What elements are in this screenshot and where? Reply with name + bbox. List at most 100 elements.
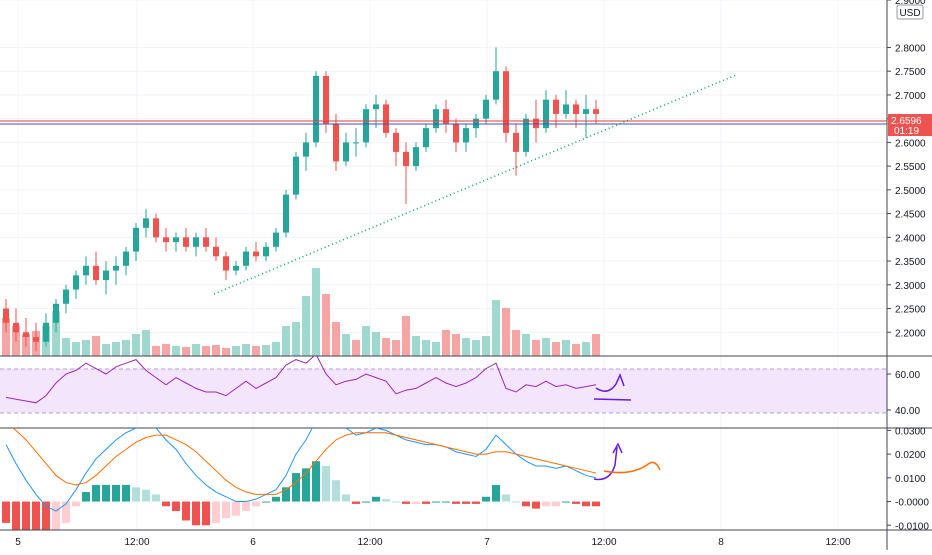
volume-bar xyxy=(282,326,290,356)
histogram-bar xyxy=(102,484,110,502)
volume-bar xyxy=(592,334,600,356)
time-axis[interactable]: 5 12:00 6 12:00 7 12:00 8 12:00 xyxy=(15,537,851,548)
volume-bar xyxy=(292,322,300,356)
candle-body xyxy=(433,109,439,129)
candle-body xyxy=(323,75,329,124)
candle-body xyxy=(393,132,399,152)
volume-bar xyxy=(372,332,380,356)
histogram-bar xyxy=(2,501,10,523)
candle-body xyxy=(593,109,599,114)
candle-body xyxy=(483,99,489,119)
currency-label: USD xyxy=(899,8,920,19)
volume-bar xyxy=(62,338,70,356)
rsi-line xyxy=(5,356,597,404)
axis-tick-label: 40.00 xyxy=(895,406,920,417)
histogram-bar xyxy=(582,501,590,507)
volume-bar xyxy=(122,340,130,356)
candle-body xyxy=(293,156,299,195)
candle-body xyxy=(443,109,449,124)
candle-body xyxy=(423,128,429,148)
candle-body xyxy=(143,218,149,228)
candle-body xyxy=(83,265,89,276)
volume-bar xyxy=(402,316,410,356)
histogram-bar xyxy=(432,501,440,503)
volume-bar xyxy=(172,346,180,356)
volume-bar xyxy=(252,346,260,356)
histogram-bar xyxy=(552,501,560,507)
histogram-bar xyxy=(342,494,350,502)
volume-bar xyxy=(472,340,480,356)
histogram-bar xyxy=(152,494,160,502)
currency-box[interactable]: USD xyxy=(896,4,924,20)
price-axis[interactable]: 2.90002.80002.75002.70002.65002.60002.55… xyxy=(887,0,926,339)
rsi-band xyxy=(0,369,887,413)
candle-body xyxy=(53,303,59,323)
signal-line xyxy=(11,428,597,495)
axis-tick-label: 2.3000 xyxy=(895,281,926,292)
candle-body xyxy=(533,118,539,129)
volume-bar xyxy=(382,338,390,356)
volume-bar xyxy=(272,342,280,356)
histogram-bar xyxy=(162,501,170,507)
histogram-bar xyxy=(462,501,470,504)
candle-body xyxy=(93,265,99,281)
last-price-label: 2.6596 xyxy=(891,116,922,127)
macd-axis[interactable]: 0.0300 0.0200 0.0100 -0.0000 -0.0100 xyxy=(887,426,929,532)
volume-bar xyxy=(312,268,320,356)
histogram-bar xyxy=(52,501,60,530)
candlestick-series xyxy=(3,47,599,352)
volume-bar xyxy=(302,296,310,356)
histogram-bar xyxy=(372,496,380,502)
axis-tick-label: 0.0200 xyxy=(895,450,926,461)
volume-bar xyxy=(92,336,100,356)
last-price-tag: 2.6596 01:19 xyxy=(888,114,932,137)
axis-tick-label: 2.3500 xyxy=(895,257,926,268)
volume-bar xyxy=(362,326,370,356)
volume-bar xyxy=(162,344,170,356)
histogram-bar xyxy=(22,501,30,530)
candle-body xyxy=(63,289,69,304)
time-tick-label: 12:00 xyxy=(124,537,149,548)
volume-bar xyxy=(132,334,140,356)
axis-tick-label: 2.2000 xyxy=(895,328,926,339)
volume-bar xyxy=(412,336,420,356)
time-tick-label: 7 xyxy=(484,537,490,548)
volume-bar xyxy=(52,311,60,356)
volume-bar xyxy=(142,330,150,356)
macd-histogram xyxy=(2,461,600,530)
rsi-axis[interactable]: 60.00 40.00 xyxy=(887,370,920,417)
candle-body xyxy=(223,256,229,271)
time-tick-label: 8 xyxy=(718,537,724,548)
candle-body xyxy=(193,237,199,247)
time-tick-label: 6 xyxy=(250,537,256,548)
volume-bar xyxy=(332,322,340,356)
macd-annotation xyxy=(593,442,661,481)
histogram-bar xyxy=(122,484,130,502)
axis-tick-label: -0.0000 xyxy=(895,498,929,509)
candle-body xyxy=(553,99,559,114)
volume-bar xyxy=(202,346,210,356)
histogram-bar xyxy=(192,501,200,526)
histogram-bar xyxy=(442,501,450,503)
candle-body xyxy=(173,237,179,243)
volume-bar xyxy=(422,340,430,356)
candle-body xyxy=(233,265,239,271)
candle-body xyxy=(283,194,289,233)
volume-bar xyxy=(562,340,570,356)
candle-body xyxy=(313,75,319,143)
histogram-bar xyxy=(302,468,310,502)
axis-tick-label: 2.4000 xyxy=(895,233,926,244)
candle-body xyxy=(363,109,369,143)
histogram-bar xyxy=(142,489,150,502)
histogram-bar xyxy=(112,484,120,502)
histogram-bar xyxy=(482,496,490,502)
volume-bar xyxy=(532,340,540,356)
axis-tick-label: 0.0300 xyxy=(895,426,926,437)
candle-body xyxy=(263,246,269,257)
volume-bar xyxy=(342,334,350,356)
candle-body xyxy=(383,104,389,133)
histogram-bar xyxy=(502,494,510,502)
volume-bar xyxy=(482,336,490,356)
